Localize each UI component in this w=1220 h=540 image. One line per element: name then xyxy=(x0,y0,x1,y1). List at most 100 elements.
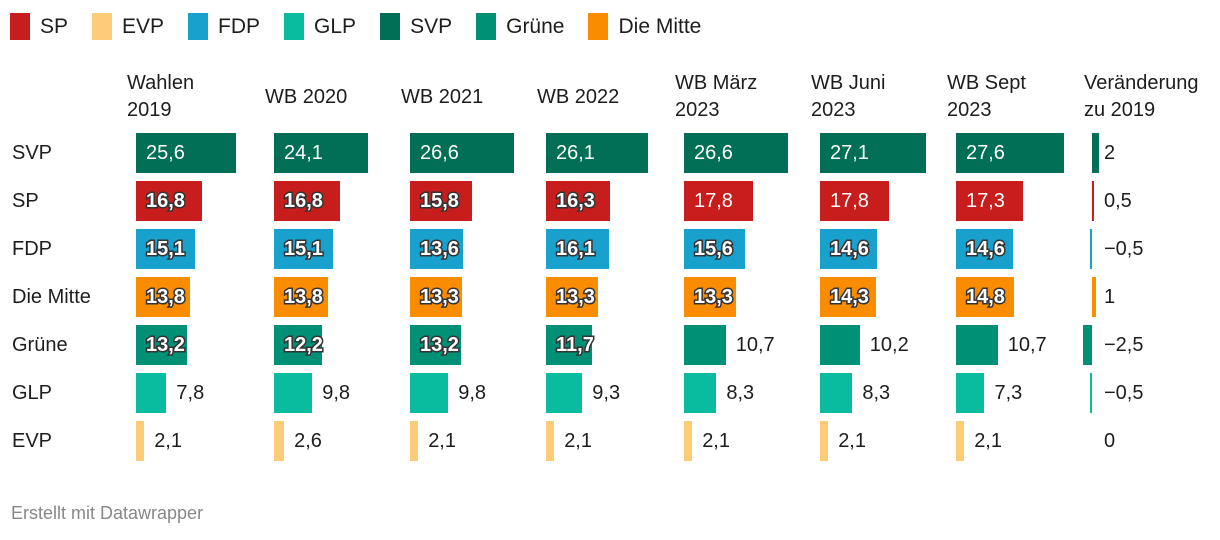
data-label: 10,7 xyxy=(1007,334,1047,356)
data-label: 25,6 xyxy=(146,142,185,164)
data-label: 9,8 xyxy=(458,382,487,404)
data-label: 10,2 xyxy=(869,334,909,356)
data-label: 9,8 xyxy=(322,382,351,404)
data-label: 17,8 xyxy=(694,190,733,212)
data-label: 13,2 xyxy=(145,333,187,358)
legend-item: EVP xyxy=(92,13,164,40)
bar xyxy=(274,325,322,365)
bar xyxy=(546,421,555,461)
data-label: 15,8 xyxy=(419,189,461,214)
legend-swatch xyxy=(92,13,113,40)
legend-label: Grüne xyxy=(506,14,565,38)
data-label: 2,1 xyxy=(838,430,866,452)
row-label: Die Mitte xyxy=(12,286,91,308)
bar xyxy=(684,325,726,365)
bar xyxy=(136,373,167,413)
row-label: SP xyxy=(12,190,39,212)
bar xyxy=(274,229,333,269)
data-label: 9,3 xyxy=(592,382,621,404)
data-label: 16,8 xyxy=(145,189,187,214)
legend-label: GLP xyxy=(314,14,357,38)
legend-swatch xyxy=(476,13,497,40)
legend-swatch xyxy=(380,13,401,40)
data-label: 15,1 xyxy=(283,237,325,262)
bar xyxy=(546,133,648,173)
column-header: WB März 2023 xyxy=(675,72,758,121)
bar xyxy=(820,133,926,173)
bar xyxy=(136,181,202,221)
data-label: 14,3 xyxy=(829,285,871,310)
legend-swatch xyxy=(588,13,609,40)
bar xyxy=(274,421,285,461)
data-label: 7,3 xyxy=(994,382,1023,404)
change-bar xyxy=(1083,325,1092,365)
data-label: 13,6 xyxy=(419,237,461,262)
bar xyxy=(820,181,890,221)
data-label: 2,1 xyxy=(154,430,182,452)
data-label: 26,6 xyxy=(694,142,733,164)
change-bar xyxy=(1092,181,1094,221)
legend-item: SP xyxy=(10,13,68,40)
bar xyxy=(684,229,745,269)
bar xyxy=(684,133,788,173)
legend-swatch xyxy=(284,13,305,40)
legend-label: Die Mitte xyxy=(618,14,702,38)
data-label: 13,3 xyxy=(693,285,735,310)
data-label: 10,7 xyxy=(735,334,775,356)
bar xyxy=(956,133,1064,173)
data-label: 27,1 xyxy=(830,142,869,164)
bar xyxy=(956,421,965,461)
bar xyxy=(274,133,368,173)
column-header: Veränderung zu 2019 xyxy=(1084,72,1199,121)
legend-label: SP xyxy=(40,14,69,38)
bar xyxy=(956,325,998,365)
data-label: 13,2 xyxy=(419,333,461,358)
bar xyxy=(410,181,472,221)
legend-label: SVP xyxy=(410,14,453,38)
bar xyxy=(956,229,1013,269)
change-bar xyxy=(1090,229,1092,269)
data-label: 13,8 xyxy=(145,285,187,310)
data-label: 16,8 xyxy=(283,189,325,214)
bar xyxy=(136,229,195,269)
bar xyxy=(956,181,1024,221)
bar xyxy=(546,277,598,317)
bar xyxy=(820,277,876,317)
legend-item: Die Mitte xyxy=(588,13,701,40)
bar xyxy=(274,277,328,317)
bar xyxy=(410,133,514,173)
data-label: 14,8 xyxy=(965,285,1007,310)
bar xyxy=(820,373,853,413)
column-header: WB 2020 xyxy=(265,86,348,108)
data-label: 16,3 xyxy=(555,189,597,214)
bar xyxy=(546,325,592,365)
bar xyxy=(820,229,877,269)
change-label: 2 xyxy=(1104,142,1116,164)
bar xyxy=(956,277,1014,317)
bar xyxy=(956,373,985,413)
column-header: WB 2022 xyxy=(537,86,620,108)
data-label: 2,1 xyxy=(564,430,592,452)
data-label: 11,7 xyxy=(555,333,596,358)
bar xyxy=(546,229,609,269)
row-label: Grüne xyxy=(12,334,68,356)
bar xyxy=(684,181,754,221)
change-label: 0 xyxy=(1104,430,1116,452)
row-label: SVP xyxy=(12,142,53,164)
bar xyxy=(684,373,717,413)
bar xyxy=(410,373,449,413)
legend-item: Grüne xyxy=(476,13,564,40)
row-label: FDP xyxy=(12,238,52,260)
change-bar xyxy=(1092,277,1096,317)
change-label: −2,5 xyxy=(1104,334,1144,356)
column-header: WB Juni 2023 xyxy=(811,72,886,121)
bar xyxy=(684,277,736,317)
legend-item: GLP xyxy=(284,13,356,40)
data-label: 7,8 xyxy=(176,382,205,404)
legend-label: EVP xyxy=(122,14,165,38)
legend-swatch xyxy=(10,13,30,40)
legend-swatch xyxy=(188,13,209,40)
bar xyxy=(546,373,583,413)
data-label: 2,1 xyxy=(974,430,1002,452)
footer-credit: Erstellt mit Datawrapper xyxy=(11,503,204,523)
